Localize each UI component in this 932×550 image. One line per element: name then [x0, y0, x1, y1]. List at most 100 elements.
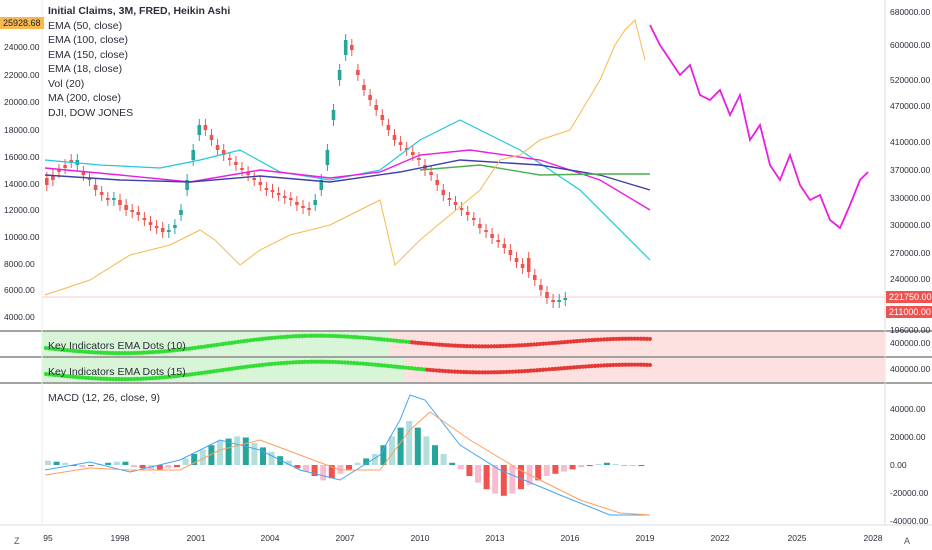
- heikin-ashi-candle: [557, 300, 561, 302]
- ema-dots-10-dot: [538, 341, 543, 347]
- right-axis-tick-label: 520000.00: [890, 75, 930, 85]
- heikin-ashi-candle: [337, 70, 342, 80]
- macd-histogram-bar: [113, 461, 120, 465]
- ema-dots-10-dot: [589, 337, 595, 343]
- ema-dots-15-dot: [330, 359, 335, 365]
- ma-200-line: [419, 164, 650, 176]
- macd-histogram-bar: [552, 465, 559, 474]
- ema-dots-15-dot: [477, 370, 482, 375]
- ema-dots-15-title[interactable]: Key Indicators EMA Dots (15): [48, 366, 186, 378]
- ema-dots-15-dot: [284, 360, 290, 365]
- ema-dots-15-dot: [397, 364, 402, 370]
- right-axis-tick-label: 470000.00: [890, 101, 930, 111]
- macd-histogram-bar: [311, 465, 318, 476]
- ema-dots-15-dot: [486, 370, 491, 375]
- ema-dots-15-dot: [623, 362, 628, 367]
- macd-histogram-bar: [586, 465, 593, 467]
- heikin-ashi-candle: [319, 180, 324, 190]
- heikin-ashi-candle: [520, 264, 525, 268]
- ema-dots-15-dot: [62, 373, 67, 379]
- heikin-ashi-candle: [307, 208, 311, 210]
- heikin-ashi-candle: [502, 244, 507, 248]
- legend-ma200[interactable]: MA (200, close): [48, 92, 121, 104]
- ema-dots-15-dot: [440, 368, 445, 373]
- ema-dots-15-dot: [141, 376, 146, 381]
- macd-histogram-bar: [346, 465, 352, 470]
- ema-dots-10-dot: [321, 333, 326, 338]
- ema-dots-10-dot: [632, 336, 637, 341]
- ema-dots-15-dot: [635, 362, 640, 367]
- ema-dots-10-dot: [501, 343, 506, 349]
- macd-histogram-bar: [53, 461, 60, 465]
- legend-title[interactable]: Initial Claims, 3M, FRED, Heikin Ashi: [48, 5, 231, 17]
- ema-dots-15-dot: [605, 363, 610, 368]
- ema-dots-10-dot: [135, 350, 140, 355]
- ema-dots-15-dot: [531, 368, 537, 373]
- macd-histogram-bar: [182, 458, 189, 465]
- heikin-ashi-candle: [63, 165, 67, 168]
- heikin-ashi-candle: [496, 240, 500, 242]
- ema-dots-10-dot: [367, 336, 372, 341]
- ema-dots-10-dot: [43, 345, 49, 351]
- ema-dots-10-dot: [144, 350, 149, 355]
- ema-dots-10-dot: [647, 336, 653, 342]
- ema-dots-10-dot: [510, 343, 515, 348]
- macd-histogram-bar: [328, 465, 335, 479]
- ema-dots-10-dot: [269, 335, 274, 341]
- macd-histogram-bar: [595, 463, 602, 465]
- legend-ema50[interactable]: EMA (50, close): [48, 19, 123, 32]
- ema-dots-15-dot: [126, 377, 131, 382]
- macd-histogram-bar: [105, 462, 112, 465]
- ema-dots-10-dot: [254, 337, 259, 342]
- goto-start-button[interactable]: Z: [14, 536, 20, 546]
- heikin-ashi-candle: [282, 196, 287, 198]
- ema-dots-15-dot: [553, 366, 558, 371]
- legend-ema100[interactable]: EMA (100, close): [48, 34, 128, 46]
- ema-dots-15-dot: [187, 372, 192, 377]
- ema-dots-10-dot: [370, 336, 375, 341]
- macd-histogram-bar: [604, 462, 610, 465]
- ema-dots-15-dot: [327, 359, 332, 364]
- ema-dots-15-dot: [446, 369, 451, 374]
- macd-histogram-bar: [483, 465, 490, 490]
- right-axis-tick-label: 300000.00: [890, 220, 930, 230]
- ema-dots-15-dot: [599, 363, 604, 368]
- ema-dots-10-dot: [287, 334, 293, 339]
- macd-histogram-bar: [543, 465, 550, 476]
- time-axis-tick-label: 2001: [187, 533, 206, 543]
- ema-dots-15-dot: [534, 368, 540, 373]
- ema-dots-15-dot: [321, 359, 326, 364]
- macd-title[interactable]: MACD (12, 26, close, 9): [48, 392, 161, 404]
- heikin-ashi-candle: [331, 110, 336, 120]
- macd-axis-tick-label: 0.00: [890, 460, 907, 470]
- ema-dots-15-dot: [239, 365, 244, 370]
- ema-dots-10-dot: [272, 335, 277, 340]
- ema-dots-10-dot: [419, 341, 424, 346]
- ema-dots-15-dot: [248, 364, 253, 369]
- ema-dots-10-dot: [126, 351, 131, 356]
- ema-dots-15-dot: [364, 361, 369, 367]
- ema-dots-15-dot: [309, 359, 314, 364]
- legend-ema150[interactable]: EMA (150, close): [48, 48, 128, 61]
- ema-dots-10-dot: [86, 349, 91, 355]
- ema-dots-10-dot: [620, 336, 625, 341]
- ema-dots-10-dot: [400, 339, 405, 344]
- ema-dots-15-dot: [455, 369, 460, 374]
- auto-scale-button[interactable]: A: [904, 536, 911, 546]
- ema-dots-10-dot: [132, 350, 137, 356]
- ema-dots-15-dot: [382, 363, 387, 368]
- ema-dots-15-dot: [59, 373, 64, 378]
- ema-dots-10-title[interactable]: Key Indicators EMA Dots (10): [48, 340, 186, 352]
- legend-ema18[interactable]: EMA (18, close): [48, 63, 123, 75]
- heikin-ashi-candle: [130, 210, 134, 212]
- legend-vol[interactable]: Vol (20): [48, 77, 85, 90]
- ema-dots-10-dot: [480, 344, 485, 349]
- ema-dots-15-dot: [400, 365, 405, 370]
- ema-dots-10-dot: [489, 344, 494, 349]
- ema-dots-10-dot: [327, 333, 332, 338]
- legend-dji[interactable]: DJI, DOW JONES: [48, 106, 134, 119]
- ema-dots-15-dot: [473, 370, 479, 375]
- ema-dots-10-dot: [486, 344, 491, 349]
- macd-axis-tick-label: 20000.00: [890, 432, 926, 442]
